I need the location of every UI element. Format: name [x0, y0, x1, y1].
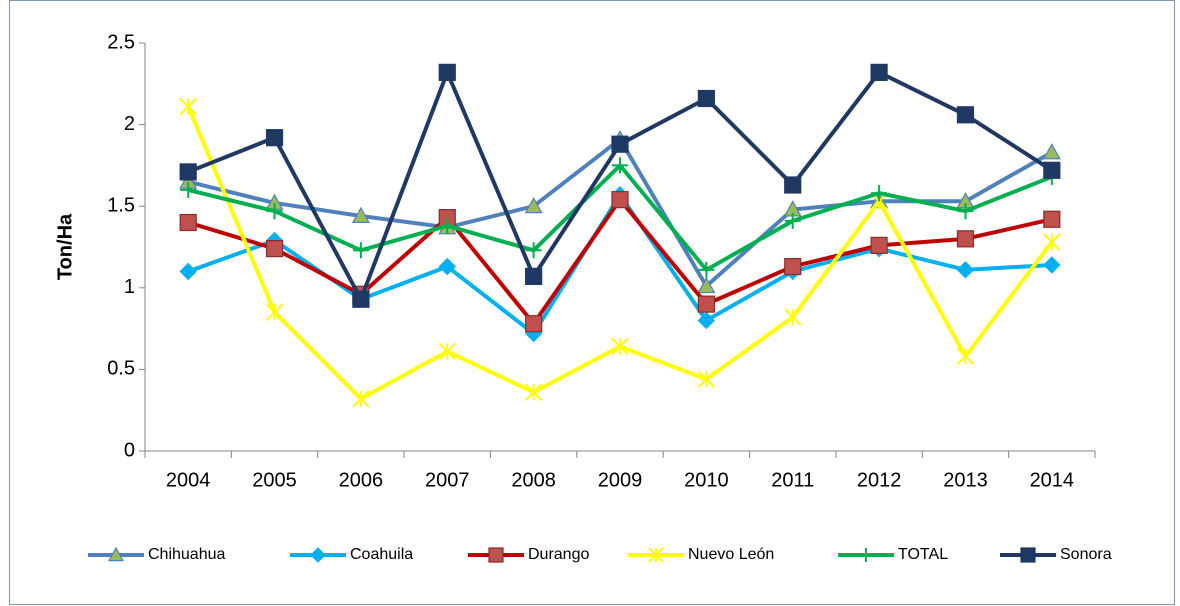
legend-marker	[107, 546, 125, 562]
marker	[1043, 161, 1061, 179]
marker	[438, 342, 456, 361]
marker	[439, 217, 456, 234]
marker	[351, 206, 370, 223]
legend-marker	[488, 547, 504, 563]
legend-label: Nuevo León	[688, 546, 774, 563]
marker	[266, 203, 283, 220]
x-tick-label: 2009	[598, 469, 643, 491]
legend-label: Sonora	[1060, 546, 1112, 563]
y-axis-label: Ton/Ha	[54, 213, 76, 280]
marker	[524, 196, 543, 214]
marker	[698, 261, 715, 278]
marker	[352, 242, 369, 259]
legend-label: Durango	[528, 546, 589, 563]
marker	[265, 129, 284, 147]
legend-label: TOTAL	[898, 546, 948, 563]
marker	[352, 390, 370, 408]
marker	[525, 315, 543, 333]
marker	[438, 63, 456, 81]
marker	[180, 181, 197, 198]
marker	[179, 213, 197, 232]
legend-marker	[310, 547, 326, 563]
marker	[697, 311, 716, 330]
marker	[870, 236, 888, 254]
y-tick-label: 0	[124, 439, 135, 461]
x-tick-label: 2010	[684, 469, 729, 491]
y-tick-label: 2	[124, 113, 135, 135]
legend-marker	[1020, 547, 1036, 563]
marker	[438, 257, 456, 276]
marker	[179, 163, 197, 181]
y-tick-label: 2.5	[107, 31, 135, 53]
y-tick-label: 1.5	[107, 194, 135, 216]
marker	[525, 242, 542, 259]
x-tick-label: 2012	[857, 469, 902, 491]
marker	[697, 89, 715, 108]
marker	[784, 212, 801, 229]
marker	[956, 261, 975, 279]
marker	[1043, 233, 1061, 251]
marker	[697, 276, 716, 294]
x-tick-label: 2007	[425, 469, 470, 491]
x-tick-label: 2013	[943, 469, 988, 491]
legend-label: Coahuila	[350, 546, 413, 563]
legend-marker	[648, 547, 664, 563]
marker	[525, 267, 543, 285]
marker	[784, 257, 802, 276]
marker	[697, 295, 715, 313]
marker	[265, 240, 284, 258]
y-tick-label: 0.5	[107, 358, 135, 380]
chart-border	[9, 0, 1175, 605]
marker	[611, 191, 629, 209]
x-tick-label: 2008	[511, 469, 556, 491]
marker	[611, 135, 629, 153]
x-tick-label: 2004	[166, 469, 211, 491]
y-tick-label: 1	[124, 276, 135, 298]
marker	[870, 63, 888, 81]
marker	[265, 303, 284, 321]
x-tick-label: 2005	[252, 469, 297, 491]
marker	[524, 383, 543, 401]
marker	[784, 308, 802, 326]
marker	[1043, 210, 1061, 228]
marker	[956, 106, 975, 124]
marker	[179, 262, 197, 281]
legend-label: Chihuahua	[148, 546, 226, 563]
marker	[611, 337, 629, 356]
x-tick-label: 2011	[771, 469, 814, 491]
marker	[352, 290, 370, 308]
marker	[784, 176, 802, 194]
marker	[612, 157, 628, 174]
marker	[871, 185, 888, 202]
x-tick-label: 2014	[1030, 469, 1075, 491]
marker	[1043, 256, 1061, 274]
marker	[956, 230, 975, 248]
x-tick-label: 2006	[339, 469, 384, 491]
legend-marker	[859, 548, 873, 562]
marker	[1042, 143, 1061, 160]
marker	[179, 97, 197, 116]
marker	[957, 203, 974, 220]
marker	[697, 370, 716, 388]
marker	[956, 347, 975, 366]
